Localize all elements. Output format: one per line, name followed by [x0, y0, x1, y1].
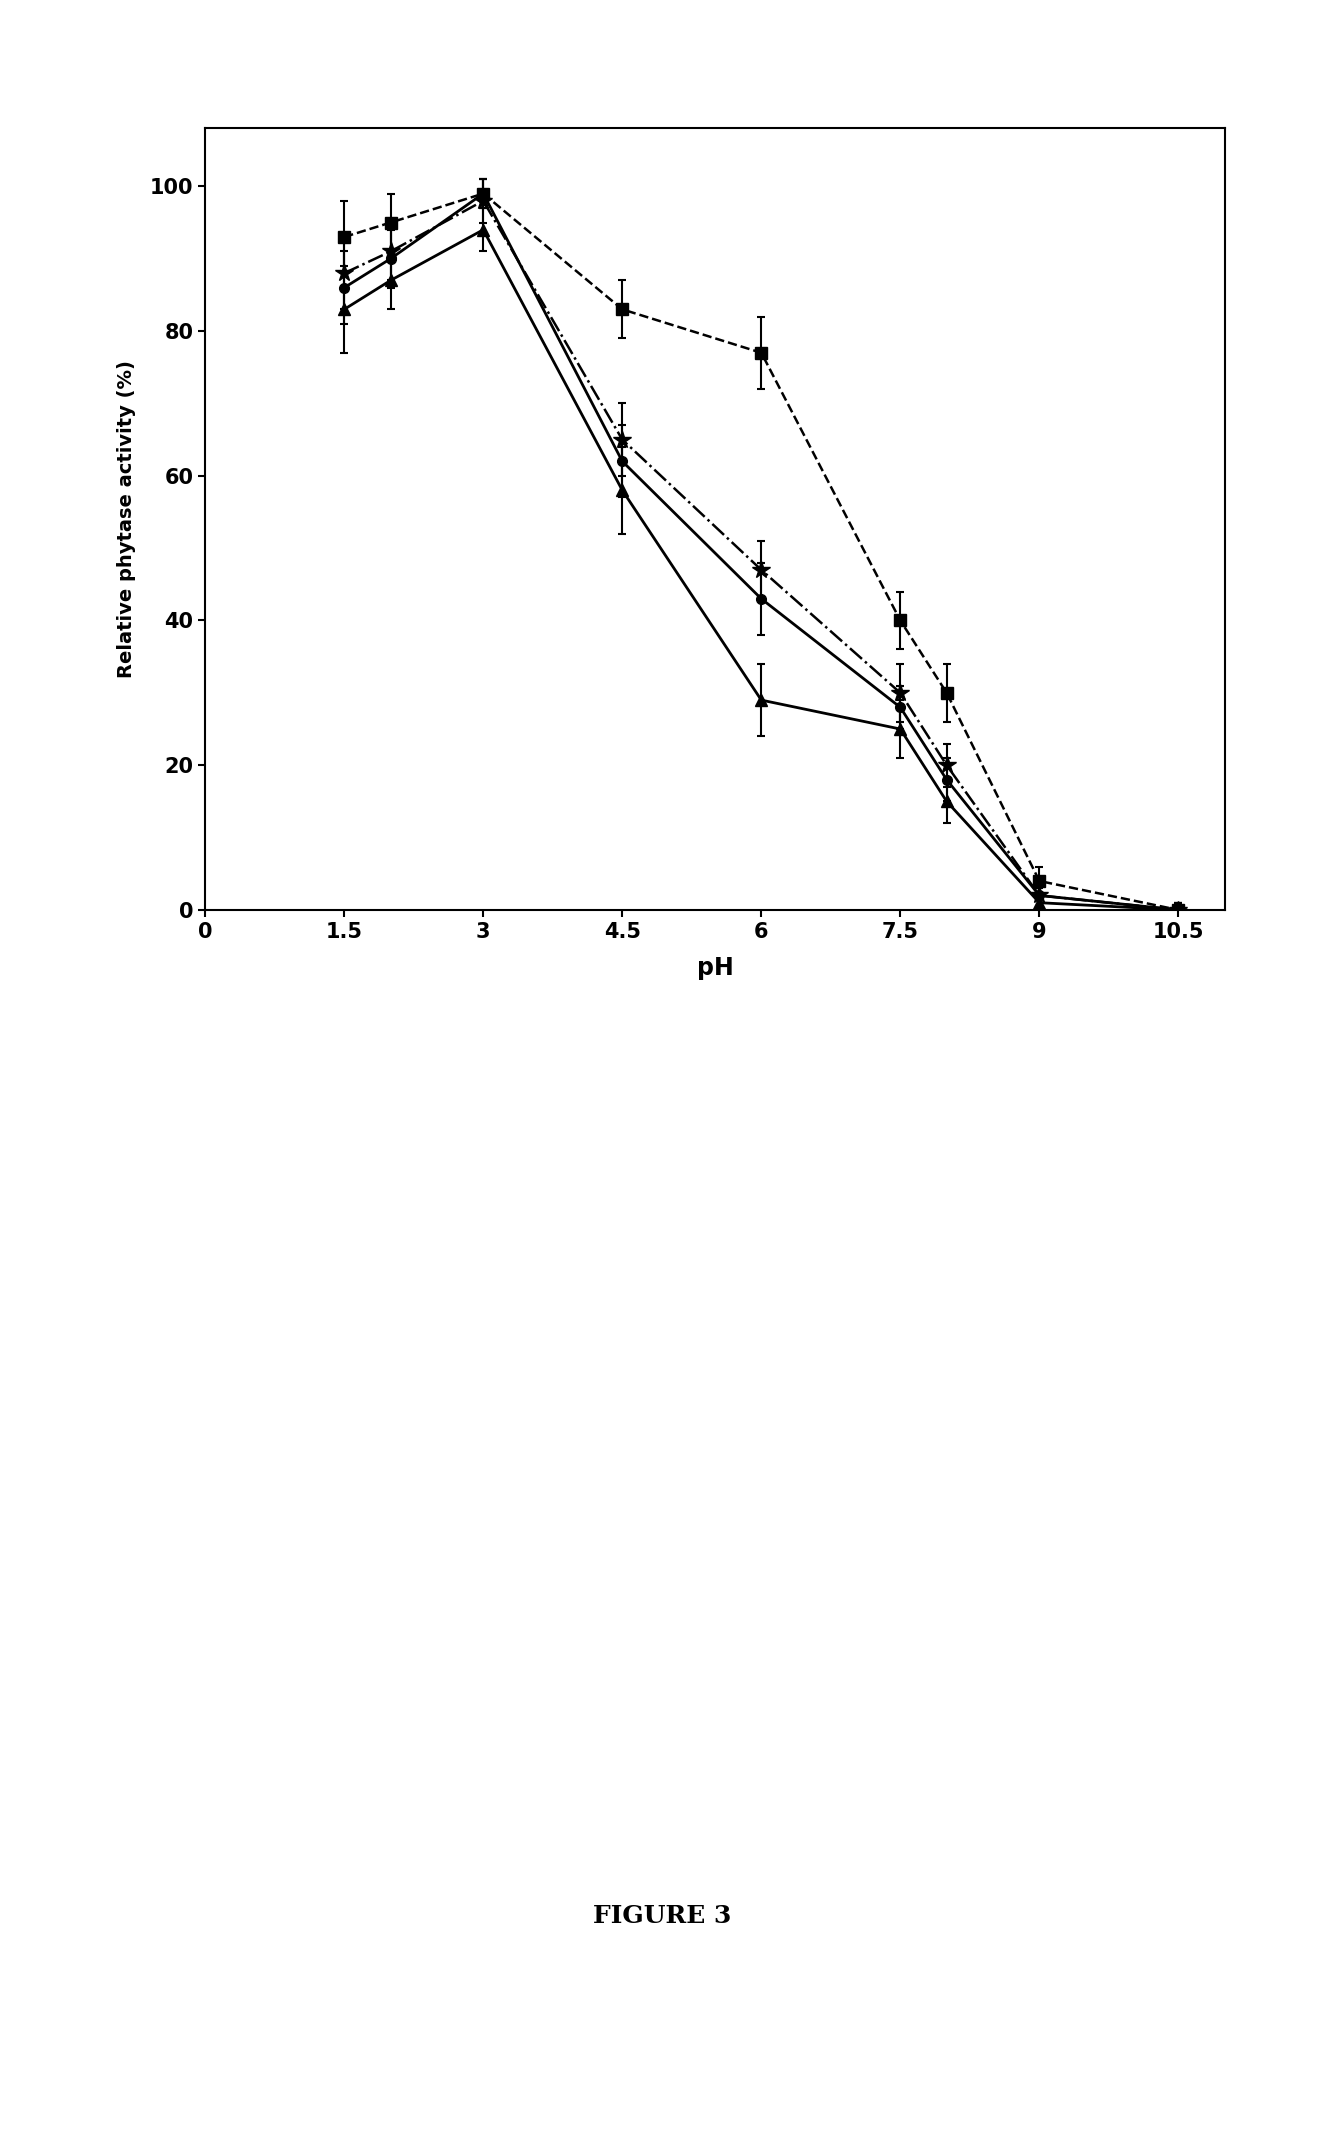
Text: FIGURE 3: FIGURE 3	[593, 1903, 731, 1929]
Y-axis label: Relative phytase activity (%): Relative phytase activity (%)	[117, 360, 136, 679]
X-axis label: pH: pH	[696, 955, 733, 981]
